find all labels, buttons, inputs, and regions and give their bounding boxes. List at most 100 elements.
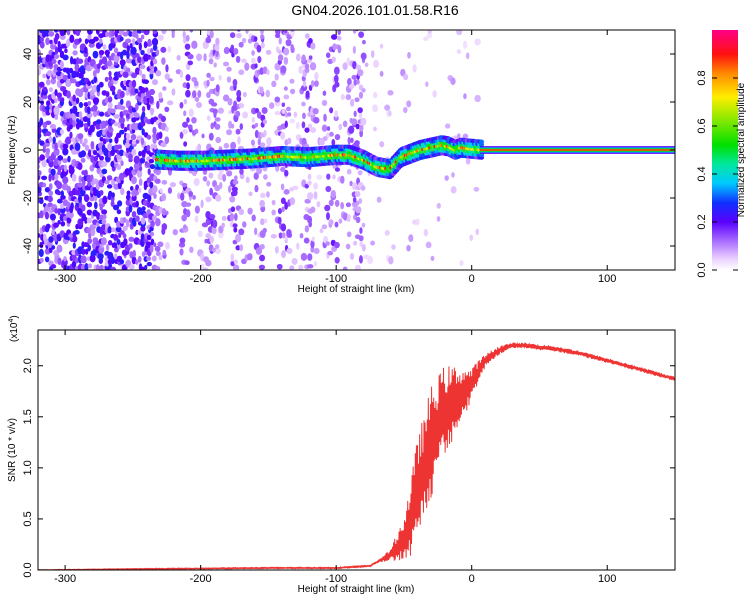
spectrogram-cell	[217, 172, 224, 181]
spectrogram-cell	[316, 201, 321, 208]
spectrogram-cell	[106, 175, 113, 181]
spectrogram-cell	[303, 237, 310, 244]
spectrogram-cell	[206, 92, 211, 99]
spectrogram-cell	[412, 64, 417, 73]
spectrogram-cell	[293, 111, 298, 118]
spectrogram-cell	[423, 228, 429, 237]
spectrogram-cell	[96, 84, 101, 93]
spectrogram-cell	[463, 93, 467, 100]
spectrogram-cell	[56, 181, 63, 190]
spectrogram-cell	[259, 254, 266, 262]
colorbar-tick-label: 0.8	[696, 70, 708, 85]
spectrogram-cell	[50, 168, 56, 176]
spectrogram-cell	[69, 34, 75, 44]
spectrogram-cell	[131, 79, 137, 88]
spectrogram-cell	[182, 121, 189, 128]
spectrogram-cell	[229, 195, 236, 203]
spectrogram-cell	[342, 62, 348, 71]
spectrogram-cell	[265, 49, 272, 55]
spectrogram-cell	[260, 30, 264, 35]
spectrogram-cell	[150, 219, 155, 228]
spectrogram-cell	[113, 76, 119, 81]
spectrogram-cell	[83, 46, 88, 54]
spectrogram-cell	[321, 124, 328, 132]
spectrogram-cell	[59, 30, 66, 37]
y-tick-label: -20	[22, 190, 34, 206]
spectrogram-cell	[39, 41, 45, 49]
spectrogram-cell	[48, 60, 53, 67]
spectrogram-cell	[54, 32, 60, 40]
spectrogram-cell	[342, 120, 348, 128]
spectrogram-cell	[71, 78, 77, 84]
spectrogram-cell	[457, 133, 461, 139]
spectrogram-cell	[117, 200, 123, 207]
spectrogram-cell	[107, 102, 113, 109]
spectrogram-cell	[183, 141, 188, 147]
spectrogram-cell	[223, 142, 230, 149]
spectrogram-cell	[301, 121, 306, 129]
spectrogram-cell	[40, 100, 45, 106]
spectrogram-cell	[72, 119, 76, 128]
spectrogram-cell	[44, 211, 50, 220]
spectrogram-cell	[141, 73, 146, 80]
spectrogram-cell	[130, 72, 138, 79]
spectrogram-cell	[113, 114, 120, 119]
spectrogram-cell	[304, 225, 310, 233]
spectrogram-cell	[115, 132, 122, 139]
spectrogram-cell	[208, 132, 214, 141]
spectrogram-cell	[114, 253, 118, 260]
spectrogram-cell	[181, 182, 188, 188]
spectrogram-cell	[436, 216, 441, 222]
spectrogram-cell	[114, 136, 119, 144]
spectrogram-cell	[149, 47, 154, 54]
spectrogram-cell	[72, 94, 76, 102]
spectrogram-cell	[138, 178, 143, 187]
spectrogram-cell	[124, 168, 131, 176]
spectrogram-cell	[148, 88, 156, 96]
spectrogram-cell	[132, 249, 136, 258]
spectrogram-cell	[333, 115, 339, 122]
snr-x-ticks: -300 -200 -100 0 100	[54, 330, 616, 585]
spectrogram-cell	[164, 210, 169, 216]
spectrogram-cell	[353, 110, 357, 117]
spectrogram-cell	[80, 157, 86, 163]
spectrogram-cell	[84, 248, 89, 255]
spectrogram-cell	[436, 202, 441, 209]
spectrogram-cell	[60, 221, 66, 227]
spectrogram-cell	[244, 62, 250, 71]
spectrogram-cell	[53, 106, 60, 115]
spectrogram-cell	[164, 106, 170, 113]
spectrogram-cell	[232, 223, 238, 228]
spectrogram-cell	[345, 202, 351, 208]
spectrogram-cell	[162, 86, 167, 91]
spectrogram-cell	[215, 37, 220, 46]
spectrogram-cell	[49, 123, 57, 130]
spectrogram-cell	[169, 181, 177, 188]
spectrogram-cell	[39, 154, 46, 162]
spectrogram-cell	[126, 50, 130, 60]
spectrogram-cell	[298, 264, 304, 270]
spectrogram-cell	[459, 260, 464, 267]
spectrogram-cell	[259, 243, 265, 250]
spectrogram-cell	[355, 200, 360, 206]
spectrogram-cell	[193, 178, 200, 186]
snr-frame	[37, 329, 676, 571]
spectrogram-cell	[280, 223, 287, 232]
spectrogram-cell	[45, 131, 52, 137]
spectrogram-cell	[110, 119, 116, 124]
spectrogram-cell	[80, 150, 87, 158]
spectrogram-cell	[86, 209, 93, 216]
spectrogram-cell	[149, 64, 155, 70]
spectrogram-cell	[77, 58, 84, 64]
spectrogram-cell	[462, 133, 469, 139]
spectrogram-cell	[182, 30, 186, 39]
spectrogram-cell	[86, 201, 93, 208]
spectrogram-cell	[359, 124, 364, 132]
spectrogram-cell	[155, 266, 161, 270]
spectrogram-cell	[93, 194, 98, 202]
spectrogram-cell	[117, 144, 123, 150]
spectrogram-cell	[236, 30, 242, 32]
spectrogram-cell	[281, 250, 287, 258]
spectrogram-cell	[301, 54, 306, 63]
spectrogram-cell	[86, 106, 91, 115]
